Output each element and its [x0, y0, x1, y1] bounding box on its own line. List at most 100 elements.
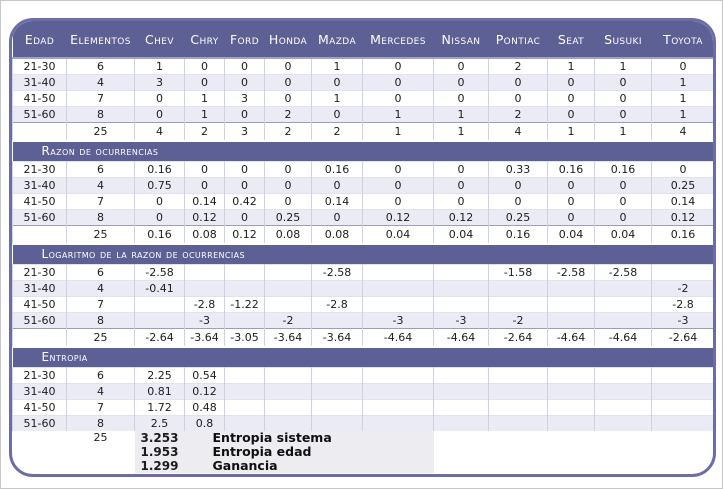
- table-cell: 0: [184, 74, 225, 91]
- table-cell: [362, 383, 434, 400]
- table-cell: 6: [66, 161, 135, 178]
- totals-cell: -2.64: [651, 328, 713, 347]
- column-header-elementos: Elementos: [66, 21, 135, 59]
- table-row: 51-60 8 -3 -2 -3 -3 -2 -3: [12, 312, 713, 329]
- table-cell: [311, 280, 363, 297]
- table-cell: 0: [433, 193, 489, 210]
- table-cell: -2.58: [547, 264, 595, 281]
- totals-cell: 0.16: [651, 225, 713, 244]
- table-cell: [651, 264, 713, 281]
- table-cell: 0: [134, 209, 185, 226]
- table-cell: 0: [488, 177, 548, 194]
- table-cell: 1: [651, 74, 713, 91]
- totals-cell: 25: [66, 225, 135, 244]
- table-cell: [651, 415, 713, 431]
- summary-elements-total: 25: [66, 431, 135, 445]
- column-header-toyota: Toyota: [651, 21, 713, 59]
- table-cell: [134, 312, 185, 329]
- totals-cell: 0.08: [184, 225, 225, 244]
- table-cell: 1: [184, 106, 225, 123]
- totals-cell: -3.64: [311, 328, 363, 347]
- table-cell: 1: [433, 106, 489, 123]
- table-cell: 0.25: [651, 177, 713, 194]
- table-cell: 0: [362, 177, 434, 194]
- summary-elements-total: [66, 445, 135, 459]
- table-cell: [488, 415, 548, 431]
- table-cell: -2: [488, 312, 548, 329]
- table-cell: 0: [651, 57, 713, 75]
- totals-cell: 0.04: [594, 225, 652, 244]
- table-cell: 3: [224, 90, 265, 107]
- totals-cell: 0.08: [264, 225, 312, 244]
- table-cell: 8: [66, 209, 135, 226]
- entropy-table: Edad Elementos Chev Chry Ford Honda Mazda Merce…: [12, 21, 713, 473]
- table-cell: 0: [264, 161, 312, 178]
- table-cell: [547, 280, 595, 297]
- summary-empty-cell: [12, 431, 67, 445]
- table-cell: 0: [224, 209, 265, 226]
- table-cell: 0: [594, 106, 652, 123]
- table-cell: [311, 312, 363, 329]
- table-cell: 1: [594, 57, 652, 75]
- table-cell: 0: [433, 74, 489, 91]
- table-cell: 0: [594, 90, 652, 107]
- table-cell: [488, 280, 548, 297]
- table-cell: 1: [184, 90, 225, 107]
- table-cell: 6: [66, 264, 135, 281]
- table-cell: 2.5: [134, 415, 185, 431]
- table-cell: [184, 280, 225, 297]
- column-header-pontiac: Pontiac: [488, 21, 548, 59]
- table-cell: -0.41: [134, 280, 185, 297]
- table-cell: [362, 367, 434, 384]
- table-cell: 0: [224, 74, 265, 91]
- table-cell: [651, 367, 713, 384]
- table-cell: 0: [224, 161, 265, 178]
- table-cell: [264, 280, 312, 297]
- table-cell: [594, 383, 652, 400]
- age-label: 31-40: [12, 383, 67, 400]
- table-cell: 1: [547, 57, 595, 75]
- table-cell: [547, 296, 595, 313]
- section-bar-row: Logaritmo de la razon de ocurrencias: [12, 243, 713, 265]
- totals-cell: -3.05: [224, 328, 265, 347]
- totals-cell: [12, 225, 67, 244]
- table-cell: [362, 415, 434, 431]
- totals-cell: 0.12: [224, 225, 265, 244]
- table-row: 21-30 6 -2.58 -2.58 -1.58 -2.58 -2.58: [12, 264, 713, 281]
- table-cell: 0: [134, 193, 185, 210]
- table-row: 21-30 6 0.16 0 0 0 0.16 0 0 0.33 0.16 0.16 0: [12, 161, 713, 178]
- table-cell: [433, 296, 489, 313]
- table-cell: [311, 415, 363, 431]
- table-row: 31-40 4 0.75 0 0 0 0 0 0 0 0 0 0.25: [12, 177, 713, 194]
- table-cell: 0: [184, 161, 225, 178]
- summary-row: 1.953 Entropia edad: [12, 445, 713, 459]
- table-cell: 0.33: [488, 161, 548, 178]
- table-cell: [433, 264, 489, 281]
- table-cell: [224, 399, 265, 416]
- totals-cell: 0.04: [362, 225, 434, 244]
- summary-empty-cell: [433, 459, 713, 473]
- table-cell: -2.8: [184, 296, 225, 313]
- totals-cell: 0.16: [134, 225, 185, 244]
- table-cell: [594, 312, 652, 329]
- table-cell: 0.25: [264, 209, 312, 226]
- totals-row: 25 -2.64 -3.64 -3.05 -3.64 -3.64 -4.64 -4.64 -2.…: [12, 328, 713, 347]
- table-cell: [488, 367, 548, 384]
- table-cell: 1: [362, 106, 434, 123]
- table-cell: 0.12: [184, 383, 225, 400]
- totals-cell: 1: [547, 122, 595, 141]
- table-cell: [547, 399, 595, 416]
- header-row: Edad Elementos Chev Chry Ford Honda Mazda Merce…: [12, 21, 713, 59]
- table-cell: 2: [264, 106, 312, 123]
- table-row: 31-40 4 0.81 0.12: [12, 383, 713, 400]
- table-cell: -2: [651, 280, 713, 297]
- table-cell: [264, 367, 312, 384]
- table-cell: [594, 280, 652, 297]
- table-cell: -3: [433, 312, 489, 329]
- table-cell: 0: [594, 209, 652, 226]
- table-cell: 8: [66, 312, 135, 329]
- table-cell: [433, 399, 489, 416]
- age-label: 21-30: [12, 264, 67, 281]
- table-cell: 6: [66, 57, 135, 75]
- table-cell: -2.58: [311, 264, 363, 281]
